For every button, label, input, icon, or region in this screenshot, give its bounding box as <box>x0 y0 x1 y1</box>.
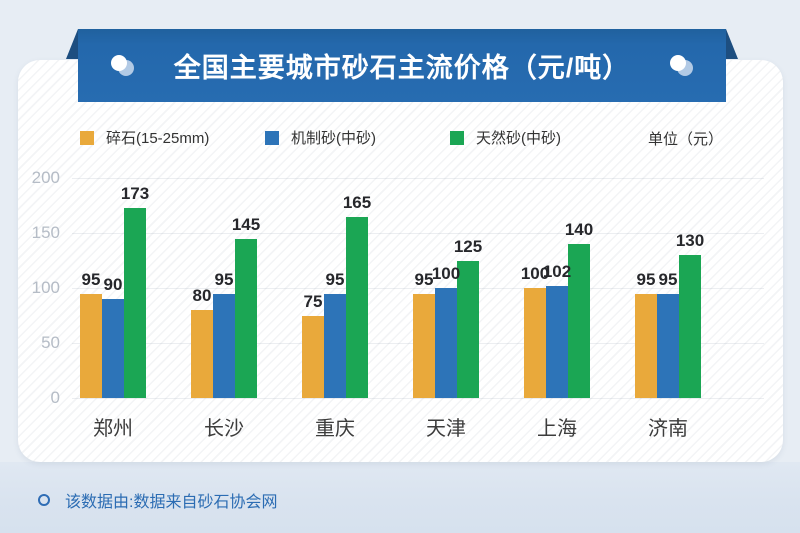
bar <box>657 293 679 398</box>
bar-value-label: 125 <box>453 236 483 256</box>
y-axis-tick-label: 200 <box>31 168 60 187</box>
legend-label: 碎石(15-25mm) <box>106 130 210 147</box>
circle-bullet-icon <box>38 494 50 506</box>
bar-value-label: 140 <box>564 220 594 239</box>
gridline <box>72 288 764 289</box>
bar <box>213 293 235 398</box>
bar-value-label: 95 <box>636 269 656 289</box>
bar <box>102 299 124 398</box>
bar-value-label: 95 <box>214 269 234 289</box>
bar-value-label: 75 <box>303 291 323 311</box>
page-title: 全国主要城市砂石主流价格（元/吨） <box>173 53 631 83</box>
bar <box>635 293 657 398</box>
bar-value-label: 100 <box>520 264 550 283</box>
bar-value-label: 102 <box>542 261 572 281</box>
unit-label: 单位（元） <box>647 131 723 148</box>
x-axis-category-label: 天津 <box>426 418 466 440</box>
bar <box>124 207 146 398</box>
bar-value-label: 95 <box>658 269 678 289</box>
bar-value-label: 95 <box>414 269 434 289</box>
bar-value-label: 165 <box>342 192 372 212</box>
bar <box>413 293 435 398</box>
title-banner: 全国主要城市砂石主流价格（元/吨） <box>78 29 726 102</box>
legend-swatch-orange-icon <box>80 130 94 145</box>
bar <box>324 293 346 398</box>
bar-value-label: 173 <box>120 183 150 203</box>
y-axis-tick-label: 50 <box>41 333 60 352</box>
footer-note: 该数据由:数据来自砂石协会网 <box>38 488 277 512</box>
y-axis-tick-label: 0 <box>50 388 60 407</box>
bar-value-label: 100 <box>431 264 461 283</box>
legend-item-natural-sand: 天然砂(中砂) <box>450 127 561 148</box>
footer-band <box>0 462 800 533</box>
bar <box>679 255 701 398</box>
y-axis-tick-label: 100 <box>31 278 60 297</box>
y-axis-tick-label: 150 <box>31 223 60 242</box>
bar <box>302 315 324 398</box>
footer-source-text: 该数据由:数据来自砂石协会网 <box>65 494 278 511</box>
bar <box>235 238 257 398</box>
gridline <box>72 398 764 399</box>
legend-label: 机制砂(中砂) <box>291 130 376 147</box>
bar <box>191 310 213 398</box>
x-axis-category-label: 重庆 <box>315 418 355 440</box>
legend-item-manufactured-sand: 机制砂(中砂) <box>265 127 376 148</box>
bar-value-label: 90 <box>103 275 123 294</box>
legend-swatch-blue-icon <box>265 130 279 145</box>
bar-value-label: 130 <box>675 231 705 250</box>
x-axis-category-label: 长沙 <box>204 418 244 440</box>
x-axis-category-label: 郑州 <box>93 418 133 440</box>
bar <box>346 216 368 398</box>
x-axis-category-label: 济南 <box>648 418 688 440</box>
bar <box>435 288 457 398</box>
bar-value-label: 80 <box>192 286 212 305</box>
bar <box>568 244 590 398</box>
bar <box>457 260 479 398</box>
gridline <box>72 233 764 234</box>
x-axis-category-label: 上海 <box>537 418 577 440</box>
bar <box>524 288 546 398</box>
legend-label: 天然砂(中砂) <box>476 130 561 147</box>
gridline <box>72 178 764 179</box>
banner-dot-right-icon <box>670 55 694 76</box>
bar-value-label: 95 <box>325 269 345 289</box>
bar <box>80 293 102 398</box>
legend-item-crushed-stone: 碎石(15-25mm) <box>80 127 209 148</box>
bar-value-label: 145 <box>231 214 261 234</box>
bar <box>546 285 568 398</box>
bar-value-label: 95 <box>81 269 101 289</box>
banner-dot-left-icon <box>110 55 134 76</box>
legend-swatch-green-icon <box>450 130 464 145</box>
